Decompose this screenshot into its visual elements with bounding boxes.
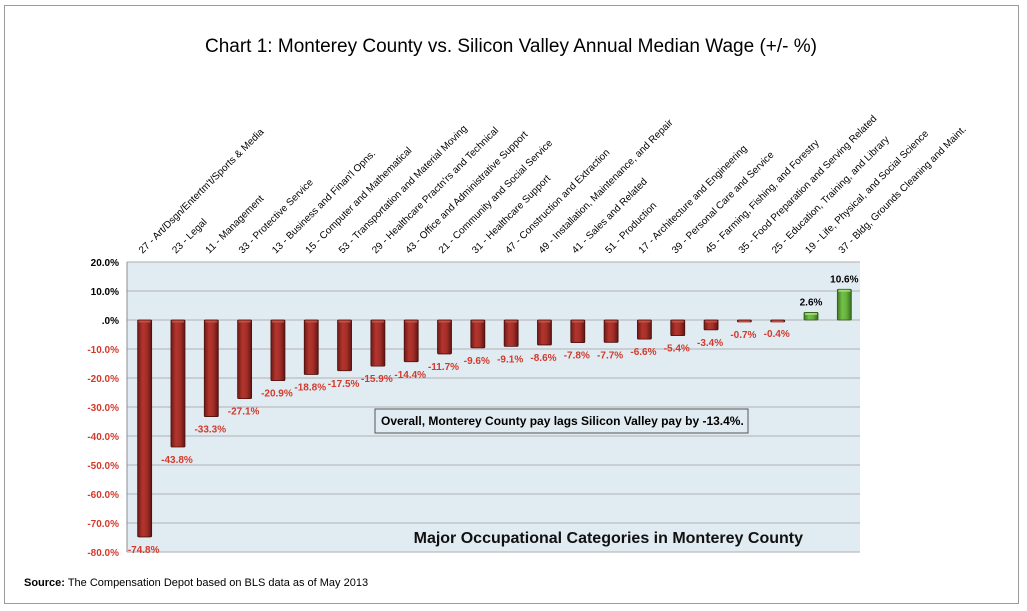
data-label: -33.3%	[194, 425, 226, 436]
y-tick-label: 20.0%	[91, 258, 119, 269]
bar	[537, 319, 552, 346]
annotation-border	[374, 408, 749, 434]
data-label: -7.8%	[564, 351, 590, 362]
data-label: -11.7%	[428, 362, 459, 373]
y-tick-label: -20.0%	[87, 374, 119, 385]
bar	[237, 319, 253, 399]
source-text: The Compensation Depot based on BLS data…	[67, 577, 369, 589]
annotation-box: Overall, Monterey County pay lags Silico…	[374, 408, 749, 434]
data-label: -17.5%	[328, 379, 360, 390]
category-labels: 27 - Art/Dsgn/Entertm't/Sports & Media23…	[137, 114, 969, 257]
data-label: -0.7%	[730, 330, 756, 341]
bar	[570, 319, 586, 344]
y-tick-label: -70.0%	[87, 519, 119, 530]
data-label: -3.4%	[697, 338, 723, 349]
bar-highlight	[305, 320, 318, 323]
category-label: 43 - Office and Administrative Support	[404, 129, 531, 256]
data-label: -8.6%	[530, 353, 556, 364]
bar-highlight	[571, 320, 584, 323]
annotation-text: Overall, Monterey County pay lags Silico…	[381, 414, 744, 428]
category-label: 11 - Management	[204, 193, 267, 256]
bar-highlight	[438, 320, 451, 323]
bar-highlight	[405, 320, 418, 323]
bar-highlight	[371, 320, 384, 323]
data-label: -6.6%	[630, 347, 656, 358]
data-label: -0.4%	[764, 329, 790, 340]
bar	[836, 288, 852, 321]
y-tick-label: -60.0%	[87, 490, 119, 501]
data-label: -18.8%	[294, 383, 326, 394]
bars	[137, 288, 852, 538]
bar	[470, 319, 486, 349]
bar-highlight	[771, 320, 784, 323]
y-tick-label: -40.0%	[87, 432, 119, 443]
data-label: -43.8%	[161, 455, 193, 466]
chart-title: Chart 1: Monterey County vs. Silicon Val…	[205, 36, 817, 57]
bar-highlight	[171, 320, 184, 323]
y-tick-label: 10.0%	[91, 287, 119, 298]
y-tick-label: -30.0%	[87, 403, 119, 414]
y-tick-label: -80.0%	[87, 548, 119, 559]
y-axis-ticks: 20.0% 10.0% .0% -10.0% -20.0% -30.0% -40.0% -50…	[87, 258, 119, 559]
bar	[137, 319, 153, 538]
y-tick-label: -50.0%	[87, 461, 119, 472]
data-label: -15.9%	[361, 374, 393, 385]
data-label: -9.1%	[497, 354, 523, 365]
category-label: 19 - Life, Physical, and Social Science	[803, 128, 931, 256]
data-label: -14.4%	[394, 370, 426, 381]
bar-highlight	[138, 320, 151, 323]
bar-highlight	[605, 320, 618, 323]
bar-highlight	[705, 320, 718, 323]
data-label: 2.6%	[800, 297, 823, 308]
bar-highlight	[505, 320, 518, 323]
data-label: -74.8%	[128, 545, 160, 556]
bar	[403, 319, 419, 363]
bar	[437, 319, 452, 355]
data-label: 10.6%	[830, 274, 858, 285]
bar-highlight	[538, 320, 551, 323]
y-tick-label: .0%	[102, 316, 119, 327]
bar	[503, 319, 519, 347]
data-labels: -74.8% -43.8% -33.3%-27.1%-20.9%-18.8% -17.…	[128, 274, 859, 556]
data-label: -20.9%	[261, 389, 293, 400]
y-tick-label: -10.0%	[87, 345, 119, 356]
bar	[670, 319, 686, 337]
bar	[603, 319, 619, 343]
data-label: -27.1%	[228, 407, 260, 418]
bar-highlight	[638, 320, 651, 323]
bar	[337, 319, 352, 372]
bar-highlight	[738, 320, 751, 323]
bar-highlight	[671, 320, 684, 323]
bar	[370, 319, 386, 367]
bar	[270, 319, 286, 382]
data-label: -9.6%	[464, 356, 490, 367]
bar	[637, 319, 652, 340]
source-note: Source: The Compensation Depot based on …	[24, 577, 368, 589]
bar-highlight	[271, 320, 284, 323]
bar-highlight	[471, 320, 484, 323]
source-label: Source:	[24, 577, 65, 589]
bar-highlight	[338, 320, 351, 323]
bar	[203, 319, 219, 417]
bar	[170, 319, 186, 448]
bar	[303, 319, 319, 375]
bar-highlight	[805, 312, 818, 315]
data-label: -7.7%	[597, 350, 623, 361]
data-label: -5.4%	[664, 344, 690, 355]
bar-highlight	[205, 320, 218, 323]
bar-highlight	[838, 289, 851, 292]
category-label: 25 - Education, Training, and Library	[770, 134, 892, 256]
bar-highlight	[238, 320, 251, 323]
x-axis-title: Major Occupational Categories in Montere…	[414, 530, 803, 547]
